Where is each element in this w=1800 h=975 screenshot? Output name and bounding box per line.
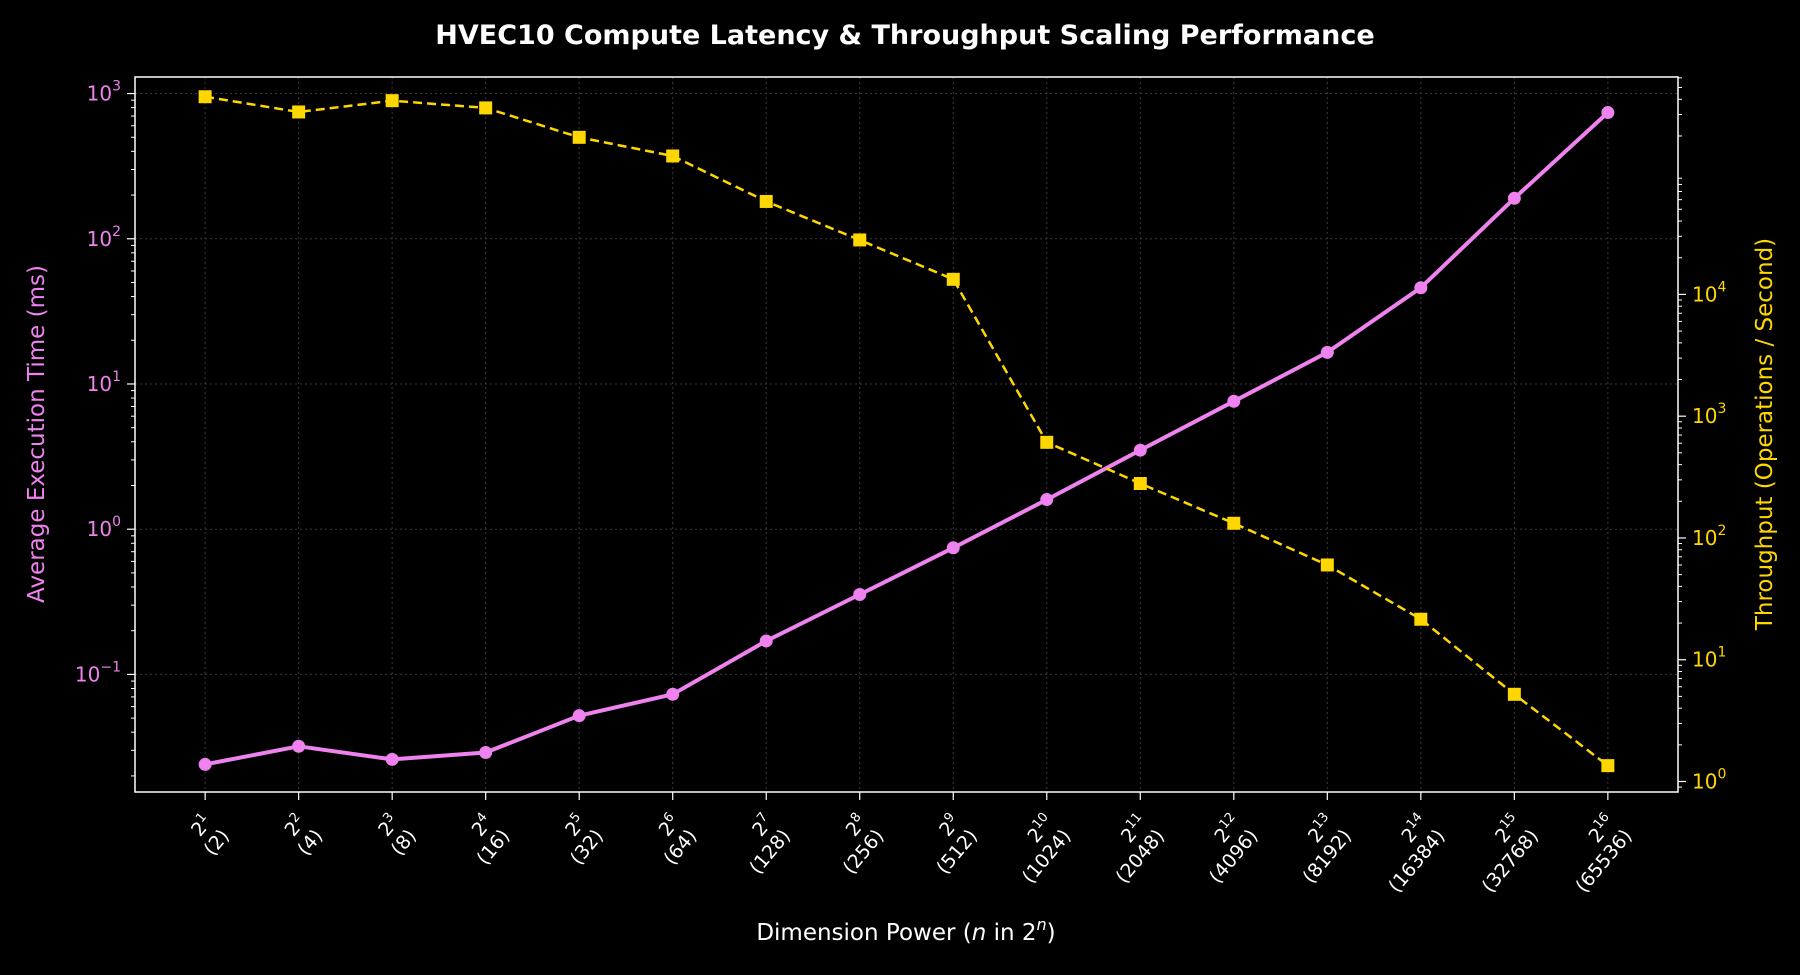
throughput-line	[204, 95, 1609, 767]
latency-point	[1133, 443, 1147, 457]
x-axis-label: Dimension Power (n in 2n)	[756, 915, 1055, 946]
latency-point	[1507, 191, 1521, 205]
left-tick-label: 103	[87, 79, 121, 106]
latency-point	[385, 752, 399, 766]
right-tick-label: 104	[1692, 279, 1726, 306]
left-axis-label: Average Execution Time (ms)	[24, 265, 50, 603]
throughput-point	[853, 233, 867, 247]
throughput-point	[198, 90, 212, 104]
throughput-point	[572, 130, 586, 144]
latency-point	[853, 588, 867, 602]
throughput-point	[1414, 612, 1428, 626]
throughput-point	[946, 272, 960, 286]
right-tick-label: 103	[1692, 401, 1726, 428]
right-tick-label: 101	[1692, 645, 1726, 672]
latency-point	[1414, 281, 1428, 295]
latency-point	[666, 687, 680, 701]
left-tick-label: 10−1	[75, 659, 121, 686]
latency-point	[198, 757, 212, 771]
throughput-point	[666, 149, 680, 163]
throughput-point	[1133, 477, 1147, 491]
throughput-point	[1601, 759, 1615, 773]
left-tick-label: 100	[87, 514, 121, 541]
grid-layer	[135, 77, 1678, 792]
latency-point	[479, 745, 493, 759]
series-layer	[198, 90, 1615, 773]
throughput-point	[1507, 687, 1521, 701]
plot-frame	[134, 76, 1679, 793]
latency-point	[1601, 106, 1615, 120]
throughput-point	[1040, 435, 1054, 449]
latency-point	[1320, 345, 1334, 359]
throughput-point	[1320, 558, 1334, 572]
latency-point	[292, 739, 306, 753]
throughput-point	[479, 101, 493, 115]
latency-point	[1040, 493, 1054, 507]
latency-point	[1227, 394, 1241, 408]
latency-point	[759, 634, 773, 648]
right-tick-label: 100	[1692, 767, 1726, 794]
right-axis-label: Throughput (Operations / Second)	[1752, 238, 1778, 631]
latency-line	[204, 111, 1610, 767]
left-axis-ticks: 10−1 100 101 102 103	[75, 79, 135, 777]
throughput-point	[759, 194, 773, 208]
latency-point	[946, 541, 960, 555]
throughput-point	[292, 105, 306, 119]
left-tick-label: 101	[87, 369, 121, 396]
latency-point	[572, 709, 586, 723]
left-tick-label: 102	[87, 224, 121, 251]
throughput-point	[1227, 516, 1241, 530]
right-axis-ticks: 100 101 102 103 104	[1678, 77, 1726, 794]
chart-title: HVEC10 Compute Latency & Throughput Scal…	[435, 20, 1374, 51]
right-tick-label: 102	[1692, 523, 1726, 550]
throughput-point	[385, 94, 399, 108]
